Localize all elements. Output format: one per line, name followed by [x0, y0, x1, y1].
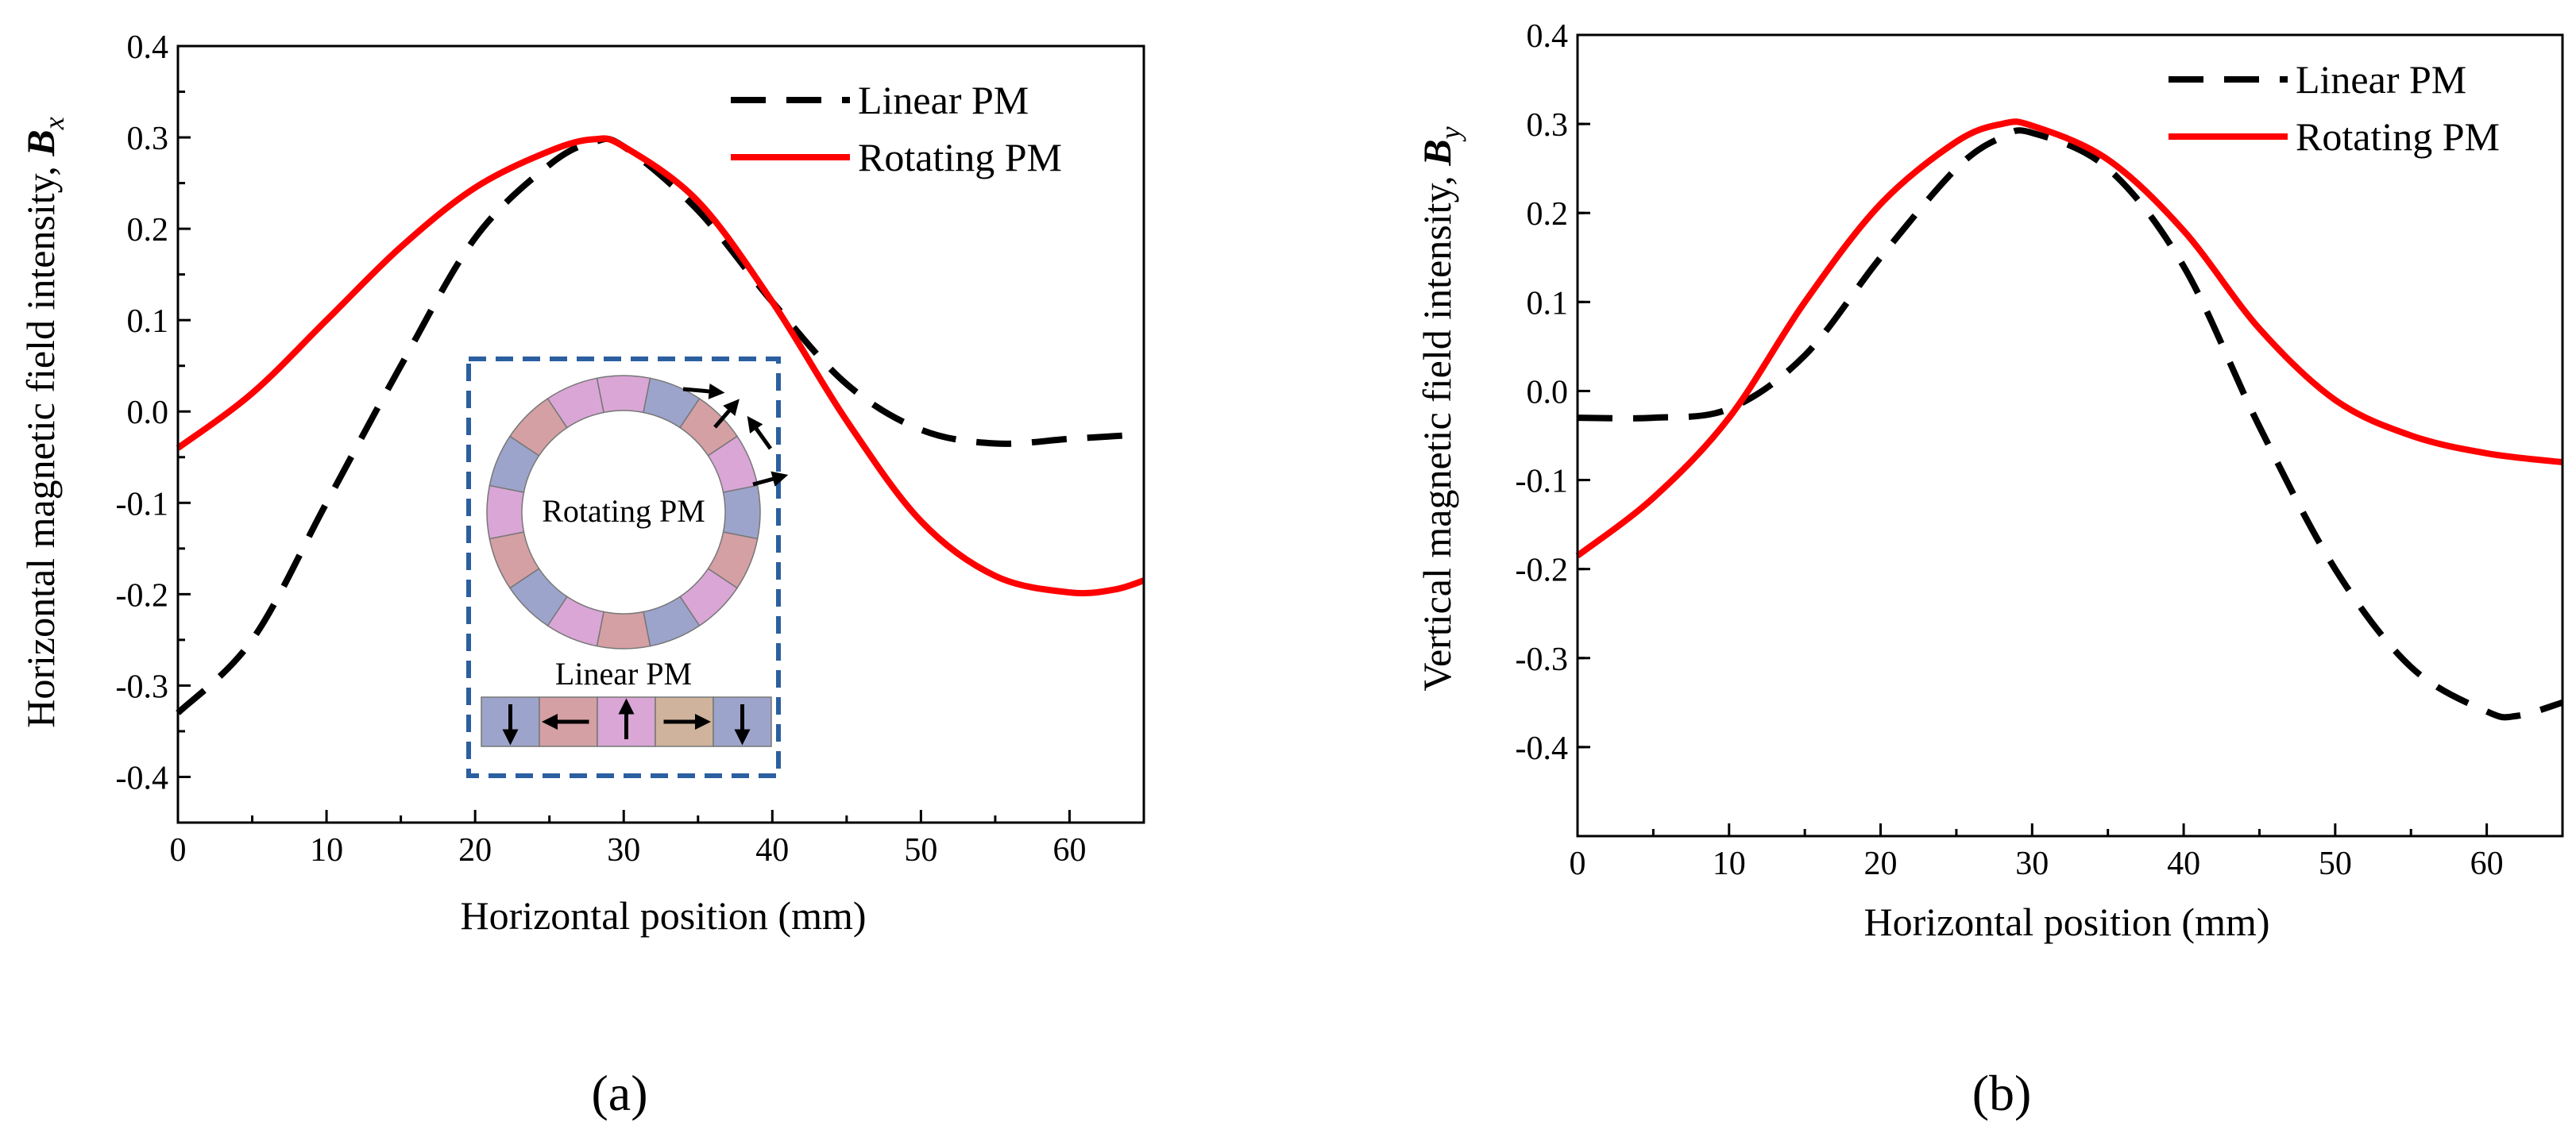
- series-line-linear-pm-b: [1577, 127, 2564, 721]
- y-axis-label-a: Horizontal magnetic field intensity, Bx: [18, 117, 70, 728]
- panel-label-a: (a): [591, 1065, 647, 1121]
- x-axis-label-b: Horizontal position (mm): [1863, 900, 2269, 944]
- y-axis-subscript-a: x: [38, 117, 70, 130]
- x-tick-label-a: 0: [170, 832, 187, 869]
- ring-label: Rotating PM: [542, 493, 705, 529]
- legend-label-linear-pm-b: Linear PM: [2296, 57, 2466, 102]
- y-tick-label-a: 0.2: [127, 212, 169, 249]
- axes-frame-a: [176, 44, 1145, 824]
- series-a: [176, 135, 1145, 715]
- x-tick-label-b: 50: [2319, 846, 2352, 882]
- y-tick-label-b: 0.2: [1527, 196, 1569, 233]
- x-tick-label-a: 10: [310, 832, 343, 869]
- bar-label: Linear PM: [555, 656, 692, 692]
- legend-a: Linear PM Rotating PM: [731, 78, 1062, 179]
- y-tick-label-a: 0.1: [127, 303, 169, 340]
- ring-segment: [596, 611, 651, 650]
- panel-label-b: (b): [1972, 1065, 2032, 1121]
- y-tick-label-b: 0.3: [1527, 107, 1569, 144]
- x-tick-label-b: 0: [1570, 846, 1586, 882]
- y-tick-label-a: -0.1: [116, 486, 169, 522]
- x-tick-label-a: 30: [607, 832, 640, 869]
- ring-arrow: [752, 471, 789, 487]
- x-tick-label-a: 60: [1052, 832, 1086, 869]
- legend-b: Linear PM Rotating PM: [2169, 57, 2500, 159]
- y-axis-label-text-a: Horizontal magnetic field intensity,: [18, 156, 63, 728]
- y-tick-label-b: 0.1: [1527, 285, 1569, 322]
- axes-a: 0 10 20 30 40 50 60 -0.4 -0.3 -0.2 -0.1 0.0 0.1 0.2 0.…: [116, 29, 1145, 869]
- chart-panel-a: Rotating PM Linear PM 0 10 20 30 40 50 60 -0.4 -0…: [18, 29, 1145, 1121]
- legend-label-rotating-pm-b: Rotating PM: [2296, 114, 2500, 159]
- ring-arrow: [682, 383, 725, 399]
- x-tick-label-b: 60: [2470, 846, 2504, 882]
- x-tick-label-b: 40: [2167, 846, 2200, 882]
- y-tick-label-a: -0.4: [116, 760, 169, 796]
- y-tick-label-a: 0.0: [127, 395, 169, 431]
- x-tick-label-b: 30: [2015, 846, 2049, 882]
- y-tick-label-b: 0.0: [1527, 374, 1569, 411]
- axes-b: 0 10 20 30 40 50 60 -0.4 -0.3 -0.2 -0.1 0.0 0.1 0.2 0.…: [1516, 18, 2564, 882]
- ring-arrow: [747, 415, 773, 450]
- x-tick-label-b: 20: [1864, 846, 1898, 882]
- y-tick-label-b: -0.1: [1516, 464, 1569, 500]
- y-tick-label-a: -0.2: [116, 577, 169, 614]
- chart-panel-b: 0 10 20 30 40 50 60 -0.4 -0.3 -0.2 -0.1 0.0 0.1 0.2 0.…: [1415, 18, 2564, 1121]
- ring-segment: [486, 484, 525, 540]
- y-tick-label-a: -0.3: [116, 669, 169, 705]
- y-axis-label-text-b: Vertical magnetic field intensity,: [1415, 166, 1459, 692]
- plot-background-b: [1578, 35, 2562, 836]
- y-tick-label-b: 0.4: [1527, 18, 1569, 55]
- y-axis-symbol-a: B: [18, 129, 63, 156]
- legend-label-linear-pm-a: Linear PM: [858, 78, 1029, 122]
- y-tick-label-b: -0.3: [1516, 642, 1569, 678]
- ring-segment: [546, 377, 604, 429]
- axes-frame-b: [1576, 33, 2564, 838]
- y-tick-label-a: 0.4: [127, 29, 169, 66]
- y-tick-label-a: 0.3: [127, 121, 169, 157]
- x-tick-label-a: 50: [904, 832, 937, 869]
- inset-diagram: Rotating PM Linear PM: [466, 357, 789, 778]
- y-axis-subscript-b: y: [1435, 126, 1466, 141]
- y-axis-symbol-b: B: [1415, 139, 1459, 166]
- series-line-rotating-pm-a: [176, 135, 1145, 597]
- y-tick-label-b: -0.4: [1516, 730, 1569, 767]
- x-axis-label-a: Horizontal position (mm): [460, 893, 866, 938]
- legend-label-rotating-pm-a: Rotating PM: [858, 135, 1062, 179]
- x-tick-label-a: 20: [458, 832, 492, 869]
- series-line-rotating-pm-b: [1575, 118, 2563, 559]
- y-axis-label-b: Vertical magnetic field intensity, By: [1415, 126, 1466, 691]
- ring-segment: [722, 484, 761, 540]
- series-b: [1575, 118, 2564, 721]
- ring-segment: [596, 375, 651, 414]
- y-tick-label-b: -0.2: [1516, 553, 1569, 589]
- x-tick-label-a: 40: [755, 832, 789, 869]
- ring-arrow: [713, 399, 740, 429]
- x-tick-label-b: 10: [1713, 846, 1746, 882]
- plot-area-b: [1578, 35, 2562, 836]
